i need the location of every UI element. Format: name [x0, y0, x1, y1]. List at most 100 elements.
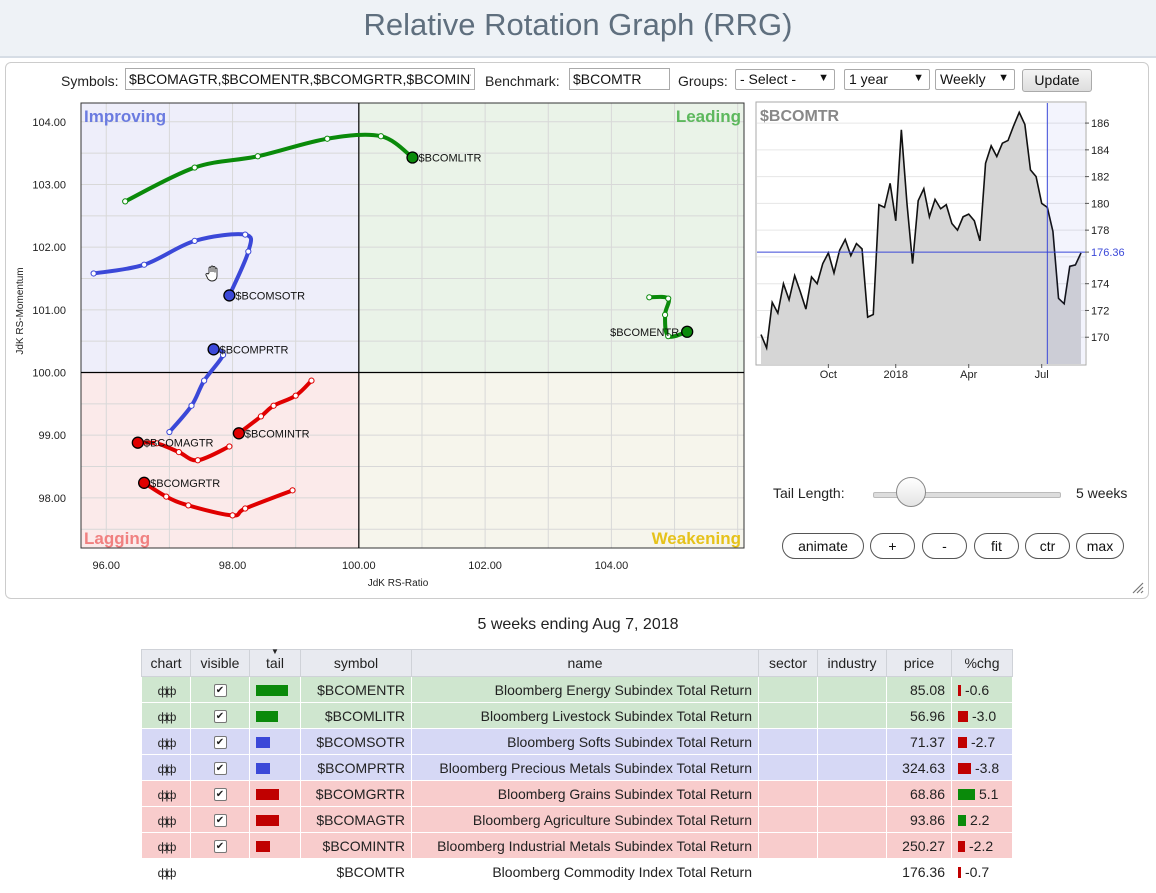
- tail-point[interactable]: [226, 443, 233, 450]
- visible-checkbox[interactable]: ✔: [213, 814, 227, 828]
- tail-point[interactable]: [292, 392, 299, 399]
- tail-point[interactable]: [122, 198, 129, 205]
- visible-cell[interactable]: ✔: [190, 676, 250, 703]
- chart-cell[interactable]: ф|ф: [141, 832, 191, 859]
- candlestick-chart-icon[interactable]: ф|ф: [157, 761, 177, 776]
- candlestick-chart-icon[interactable]: ф|ф: [157, 865, 177, 880]
- col-header-name[interactable]: name: [411, 649, 759, 677]
- period-select[interactable]: 1 year ▼: [844, 69, 930, 90]
- series-bcomprtr[interactable]: $BCOMPRTR: [166, 343, 289, 436]
- chart-cell[interactable]: ф|ф: [141, 702, 191, 729]
- fit-button[interactable]: fit: [974, 533, 1019, 559]
- visible-cell[interactable]: ✔: [190, 728, 250, 755]
- table-row[interactable]: ф|ф $BCOMTR Bloomberg Commodity Index Tota…: [141, 858, 1013, 885]
- tail-point[interactable]: [191, 237, 198, 244]
- symbol-cell[interactable]: $BCOMPRTR: [300, 754, 412, 781]
- symbol-cell[interactable]: $BCOMGRTR: [300, 780, 412, 807]
- candlestick-chart-icon[interactable]: ф|ф: [157, 709, 177, 724]
- chart-cell[interactable]: ф|ф: [141, 806, 191, 833]
- visible-checkbox[interactable]: ✔: [213, 736, 227, 750]
- col-header-industry[interactable]: industry: [817, 649, 887, 677]
- tail-point[interactable]: [646, 294, 653, 301]
- symbol-cell[interactable]: $BCOMSOTR: [300, 728, 412, 755]
- candlestick-chart-icon[interactable]: ф|ф: [157, 735, 177, 750]
- series-bcomagtr[interactable]: $BCOMAGTR: [131, 436, 233, 464]
- chart-cell[interactable]: ф|ф: [141, 754, 191, 781]
- tail-point[interactable]: [219, 351, 227, 359]
- col-header-chart[interactable]: chart: [141, 649, 191, 677]
- visible-cell[interactable]: ✔: [190, 754, 250, 781]
- table-row[interactable]: ф|ф ✔ $BCOMGRTR Bloomberg Grains Subindex T…: [141, 780, 1013, 807]
- symbol-cell[interactable]: $BCOMLITR: [300, 702, 412, 729]
- chart-cell[interactable]: ф|ф: [141, 728, 191, 755]
- tail-point[interactable]: [270, 402, 277, 409]
- tail-point[interactable]: [201, 377, 208, 384]
- series-head-point[interactable]: [207, 343, 220, 356]
- series-bcomlitr[interactable]: $BCOMLITR: [122, 132, 482, 205]
- tail-length-slider-handle[interactable]: [896, 477, 927, 507]
- frequency-select[interactable]: Weekly ▼: [935, 69, 1015, 90]
- col-header-symbol[interactable]: symbol: [300, 649, 412, 677]
- series-bcomgrtr[interactable]: $BCOMGRTR: [137, 476, 296, 519]
- groups-select[interactable]: - Select - ▼: [735, 69, 835, 90]
- symbol-cell[interactable]: $BCOMINTR: [300, 832, 412, 859]
- tail-point[interactable]: [242, 231, 249, 238]
- series-head-point[interactable]: [137, 476, 151, 489]
- chart-cell[interactable]: ф|ф: [141, 676, 191, 703]
- visible-checkbox[interactable]: ✔: [213, 710, 227, 724]
- tail-point[interactable]: [257, 413, 265, 420]
- tail-point[interactable]: [229, 512, 236, 519]
- symbol-cell[interactable]: $BCOMENTR: [300, 676, 412, 703]
- tail-point[interactable]: [665, 333, 672, 340]
- zoom-out-button[interactable]: -: [922, 533, 967, 559]
- symbols-input[interactable]: [125, 68, 475, 90]
- table-row[interactable]: ф|ф ✔ $BCOMLITR Bloomberg Livestock Subinde…: [141, 702, 1013, 729]
- series-bcomintr[interactable]: $BCOMINTR: [232, 377, 315, 440]
- max-button[interactable]: max: [1076, 533, 1124, 559]
- series-head-point[interactable]: [131, 436, 144, 449]
- col-header-tail[interactable]: ▼ tail: [249, 647, 301, 677]
- table-row[interactable]: ф|ф ✔ $BCOMSOTR Bloomberg Softs Subindex To…: [141, 728, 1013, 755]
- table-row[interactable]: ф|ф ✔ $BCOMENTR Bloomberg Energy Subindex T…: [141, 676, 1013, 703]
- visible-checkbox[interactable]: ✔: [213, 762, 227, 776]
- tail-point[interactable]: [188, 402, 195, 409]
- tail-point[interactable]: [185, 502, 192, 509]
- tail-point[interactable]: [153, 440, 160, 447]
- tail-point[interactable]: [90, 270, 97, 277]
- visible-checkbox[interactable]: ✔: [213, 684, 227, 698]
- series-head-point[interactable]: [406, 151, 419, 164]
- tail-point[interactable]: [191, 164, 198, 171]
- tail-point[interactable]: [245, 248, 252, 255]
- update-button[interactable]: Update: [1022, 69, 1092, 92]
- visible-cell[interactable]: ✔: [190, 806, 250, 833]
- candlestick-chart-icon[interactable]: ф|ф: [157, 787, 177, 802]
- tail-point[interactable]: [163, 493, 170, 500]
- visible-checkbox[interactable]: ✔: [213, 788, 227, 802]
- zoom-in-button[interactable]: +: [870, 533, 915, 559]
- center-button[interactable]: ctr: [1025, 533, 1070, 559]
- col-header-price[interactable]: price: [886, 649, 952, 677]
- series-tail[interactable]: [91, 232, 254, 298]
- series-bcomsotr[interactable]: $BCOMSOTR: [90, 231, 305, 302]
- tail-length-track[interactable]: [873, 492, 1061, 498]
- tail-point[interactable]: [254, 153, 261, 160]
- tail-point[interactable]: [377, 133, 385, 140]
- series-head-point[interactable]: [681, 325, 694, 338]
- candlestick-chart-icon[interactable]: ф|ф: [157, 813, 177, 828]
- visible-checkbox[interactable]: ✔: [213, 840, 227, 854]
- visible-cell[interactable]: ✔: [190, 832, 250, 859]
- tail-point[interactable]: [242, 505, 249, 512]
- tail-point[interactable]: [289, 487, 296, 494]
- symbol-cell[interactable]: $BCOMTR: [300, 858, 412, 885]
- tail-point[interactable]: [661, 311, 669, 318]
- benchmark-input[interactable]: [569, 68, 670, 90]
- series-head-point[interactable]: [223, 289, 236, 302]
- tail-point[interactable]: [194, 457, 201, 464]
- rrg-chart[interactable]: 96.00 98.00 100.00 102.00 104.00 104.00 103.00…: [6, 63, 751, 598]
- visible-cell[interactable]: ✔: [190, 780, 250, 807]
- visible-cell[interactable]: ✔: [190, 702, 250, 729]
- col-header-sector[interactable]: sector: [758, 649, 818, 677]
- col-header-visible[interactable]: visible: [190, 649, 250, 677]
- table-row[interactable]: ф|ф ✔ $BCOMAGTR Bloomberg Agriculture Subin…: [141, 806, 1013, 833]
- tail-point[interactable]: [175, 449, 182, 456]
